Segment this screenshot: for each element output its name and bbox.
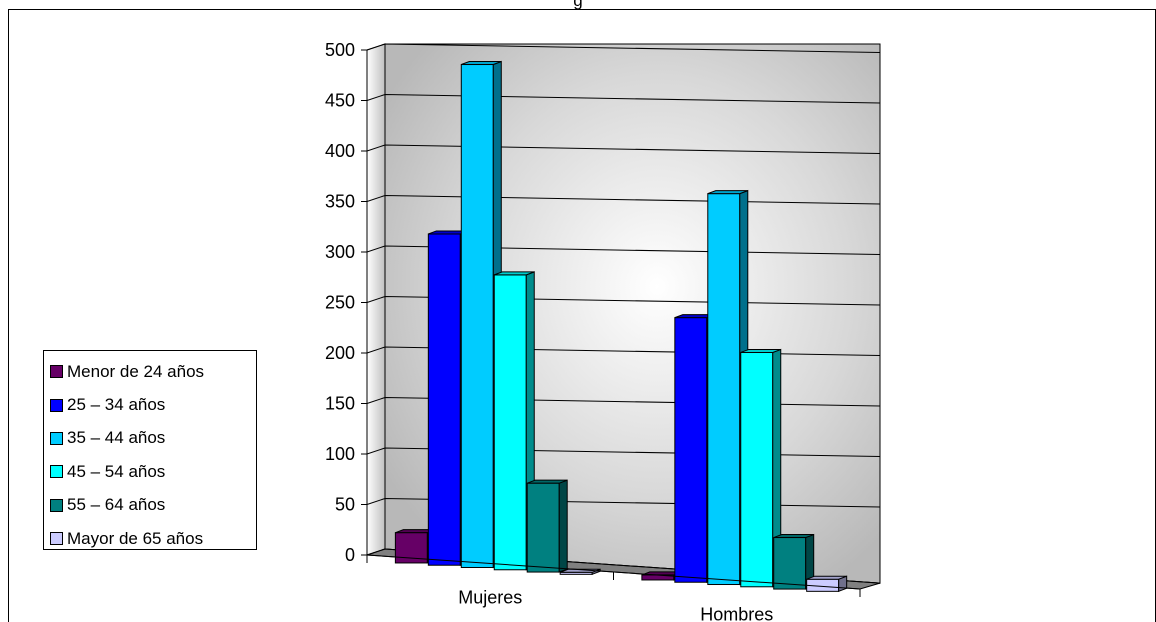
- bar-top: [461, 61, 502, 66]
- legend-item: 25 – 34 años: [50, 388, 256, 421]
- y-tick-label: 0: [345, 545, 355, 565]
- legend-swatch: [50, 431, 63, 445]
- legend-label: 35 – 44 años: [67, 428, 166, 448]
- y-tick-label: 250: [325, 293, 355, 313]
- chart-title: g: [573, 0, 583, 10]
- y-tick-label: 150: [325, 394, 355, 414]
- legend-label: Menor de 24 años: [67, 361, 205, 381]
- bar: [427, 233, 461, 566]
- y-tick-label: 500: [325, 40, 355, 60]
- bar-top: [494, 271, 535, 276]
- y-tick-label: 100: [325, 444, 355, 464]
- bar: [674, 317, 708, 583]
- legend-item: 45 – 54 años: [50, 455, 256, 488]
- legend-swatch: [50, 532, 63, 546]
- bar-top: [773, 534, 814, 539]
- bar-top: [806, 575, 847, 580]
- bar: [740, 351, 774, 588]
- y-tick-label: 350: [325, 192, 355, 212]
- y-tick-label: 450: [325, 91, 355, 111]
- legend-item: 55 – 64 años: [50, 489, 256, 522]
- gridline: [366, 43, 881, 54]
- y-tick-label: 400: [325, 141, 355, 161]
- legend-label: Mayor de 65 años: [67, 528, 204, 548]
- legend-label: 45 – 54 años: [67, 461, 166, 481]
- legend-item: 35 – 44 años: [50, 422, 256, 455]
- legend-swatch: [50, 498, 63, 512]
- legend: Menor de 24 años 25 – 34 años 35 – 44 años…: [43, 350, 257, 550]
- legend-swatch: [50, 365, 63, 379]
- legend-label: 25 – 34 años: [67, 395, 166, 415]
- bar-top: [707, 190, 748, 195]
- bar-top: [527, 479, 568, 484]
- axes-layer: 0 50 100 150 200 250 300 350 400 450 500 Mujeres Hom…: [325, 40, 861, 622]
- bar: [460, 64, 494, 569]
- legend-label: 55 – 64 años: [67, 495, 166, 515]
- bar-top: [740, 348, 781, 353]
- bars-layer: [394, 60, 848, 593]
- legend-item: Mayor de 65 años: [50, 522, 256, 555]
- bar: [526, 482, 560, 573]
- y-tick-label: 50: [335, 495, 355, 515]
- gridline: [366, 144, 881, 155]
- gridline: [366, 93, 881, 104]
- bar: [707, 193, 741, 586]
- y-tick-label: 300: [325, 242, 355, 262]
- y-tick-label: 200: [325, 343, 355, 363]
- legend-swatch: [50, 465, 63, 479]
- x-tick-label: Hombres: [700, 605, 773, 622]
- legend-swatch: [50, 398, 63, 412]
- bar-side: [558, 479, 568, 573]
- bar: [493, 274, 527, 571]
- legend-item: Menor de 24 años: [50, 355, 256, 388]
- x-tick-label: Mujeres: [458, 588, 522, 608]
- bar: [773, 537, 807, 590]
